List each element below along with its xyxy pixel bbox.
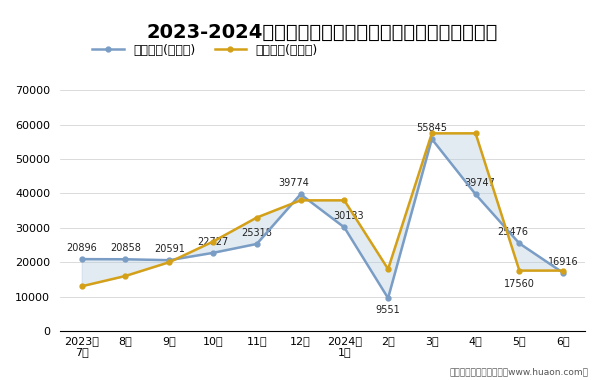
出口总额(万美元): [341, 225, 348, 230]
出口总额(万美元): [122, 257, 129, 261]
Text: 16916: 16916: [548, 256, 578, 267]
出口总额(万美元): [297, 192, 304, 196]
出口总额(万美元): [253, 242, 260, 246]
进口总额(万美元): [560, 268, 567, 273]
Line: 进口总额(万美元): 进口总额(万美元): [79, 131, 566, 289]
Legend: 出口总额(万美元), 进口总额(万美元): 出口总额(万美元), 进口总额(万美元): [92, 44, 318, 57]
进口总额(万美元): [78, 284, 85, 288]
进口总额(万美元): [341, 198, 348, 203]
出口总额(万美元): [428, 137, 436, 141]
出口总额(万美元): [472, 192, 479, 196]
Text: 20858: 20858: [110, 243, 141, 253]
进口总额(万美元): [253, 215, 260, 220]
出口总额(万美元): [166, 258, 173, 263]
Title: 2023-2024年郴州市商品收发货人所在地进、出口额统计: 2023-2024年郴州市商品收发货人所在地进、出口额统计: [147, 22, 498, 41]
出口总额(万美元): [560, 271, 567, 275]
出口总额(万美元): [516, 241, 523, 245]
Text: 25476: 25476: [497, 227, 528, 237]
Text: 25318: 25318: [241, 228, 272, 238]
进口总额(万美元): [516, 268, 523, 273]
Text: 20896: 20896: [67, 243, 97, 253]
进口总额(万美元): [385, 267, 392, 271]
出口总额(万美元): [209, 250, 217, 255]
进口总额(万美元): [122, 274, 129, 278]
Text: 20591: 20591: [154, 244, 185, 254]
Text: 17560: 17560: [504, 279, 535, 289]
进口总额(万美元): [166, 260, 173, 264]
出口总额(万美元): [78, 257, 85, 261]
Text: 制图：华经产业研究院（www.huaon.com）: 制图：华经产业研究院（www.huaon.com）: [449, 367, 588, 376]
Line: 出口总额(万美元): 出口总额(万美元): [79, 136, 566, 301]
进口总额(万美元): [472, 131, 479, 136]
出口总额(万美元): [385, 296, 392, 301]
Text: 30133: 30133: [334, 211, 364, 221]
Text: 39774: 39774: [278, 178, 310, 188]
Text: 22727: 22727: [197, 237, 229, 247]
进口总额(万美元): [428, 131, 436, 136]
Text: 55845: 55845: [416, 123, 448, 133]
Text: 9551: 9551: [376, 305, 400, 315]
进口总额(万美元): [209, 239, 217, 244]
Text: 39747: 39747: [464, 178, 496, 188]
进口总额(万美元): [297, 198, 304, 203]
